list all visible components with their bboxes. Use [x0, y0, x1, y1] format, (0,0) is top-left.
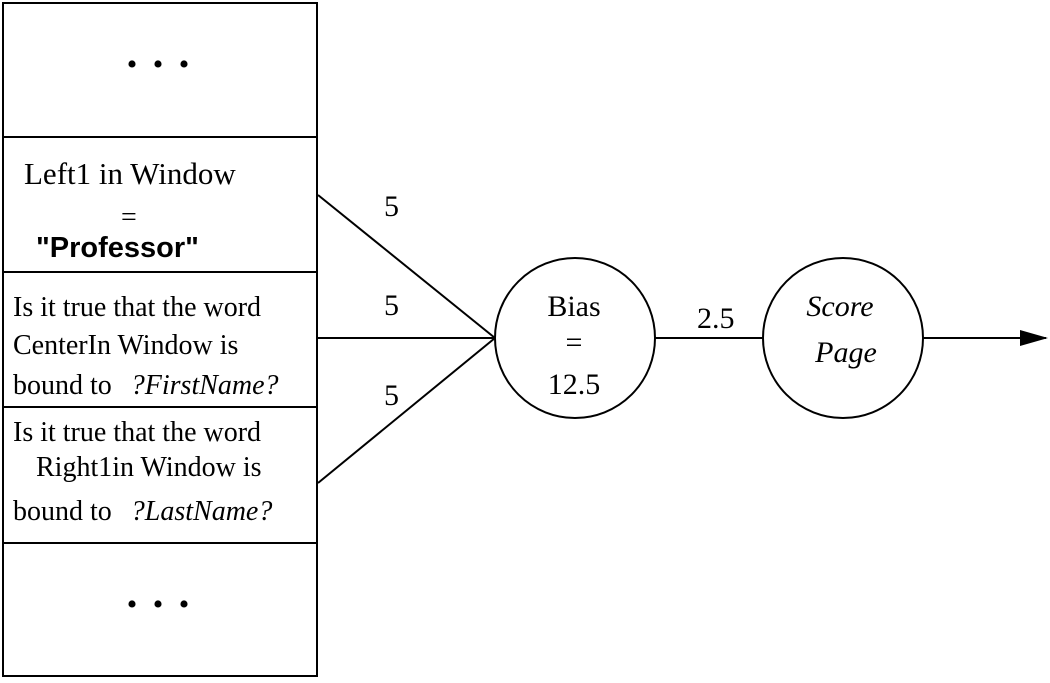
- input-feature-stack: • • • Left1 in Window = "Professor" Is i…: [2, 2, 318, 677]
- weight-label-3: 5: [384, 379, 399, 412]
- feature1-line1: Left1 in Window: [24, 156, 236, 191]
- feature3-line1: Is it true that the word: [13, 417, 262, 448]
- feature3-line3: bound to ?LastName?: [13, 498, 272, 526]
- feature3-variable: ?LastName?: [130, 496, 273, 527]
- feature2-variable: ?FirstName?: [130, 370, 279, 401]
- ellipsis-bottom: • • •: [126, 588, 194, 621]
- feature3-line2: Right1in Window is: [36, 452, 262, 483]
- input-cell-left1: Left1 in Window = "Professor": [4, 138, 316, 273]
- bias-value: 12.5: [548, 368, 601, 401]
- input-cell-ellipsis-top: • • •: [4, 4, 316, 138]
- edge-feature3-to-bias: [317, 337, 496, 484]
- score-label: Score: [806, 290, 873, 323]
- feature2-bound-to: bound to: [13, 370, 112, 401]
- input-cell-right1: Is it true that the word Right1in Window…: [4, 408, 316, 544]
- edge-feature1-to-bias: [317, 194, 496, 339]
- page-label: Page: [814, 336, 877, 369]
- feature1-equals: =: [121, 202, 137, 233]
- ellipsis-top: • • •: [126, 48, 194, 81]
- input-cell-ellipsis-bottom: • • •: [4, 544, 316, 675]
- weight-label-1: 5: [384, 190, 399, 223]
- weight-label-2: 5: [384, 289, 399, 322]
- bias-equals: =: [566, 326, 583, 359]
- weight-label-output: 2.5: [697, 302, 735, 335]
- feature2-line3: bound to ?FirstName?: [13, 372, 279, 400]
- input-cell-center: Is it true that the word CenterIn Window…: [4, 273, 316, 408]
- feature3-bound-to: bound to: [13, 496, 112, 527]
- feature1-value: "Professor": [36, 232, 199, 264]
- bias-label: Bias: [547, 290, 600, 323]
- feature2-line2: CenterIn Window is: [13, 330, 239, 361]
- feature2-line1: Is it true that the word: [13, 292, 262, 323]
